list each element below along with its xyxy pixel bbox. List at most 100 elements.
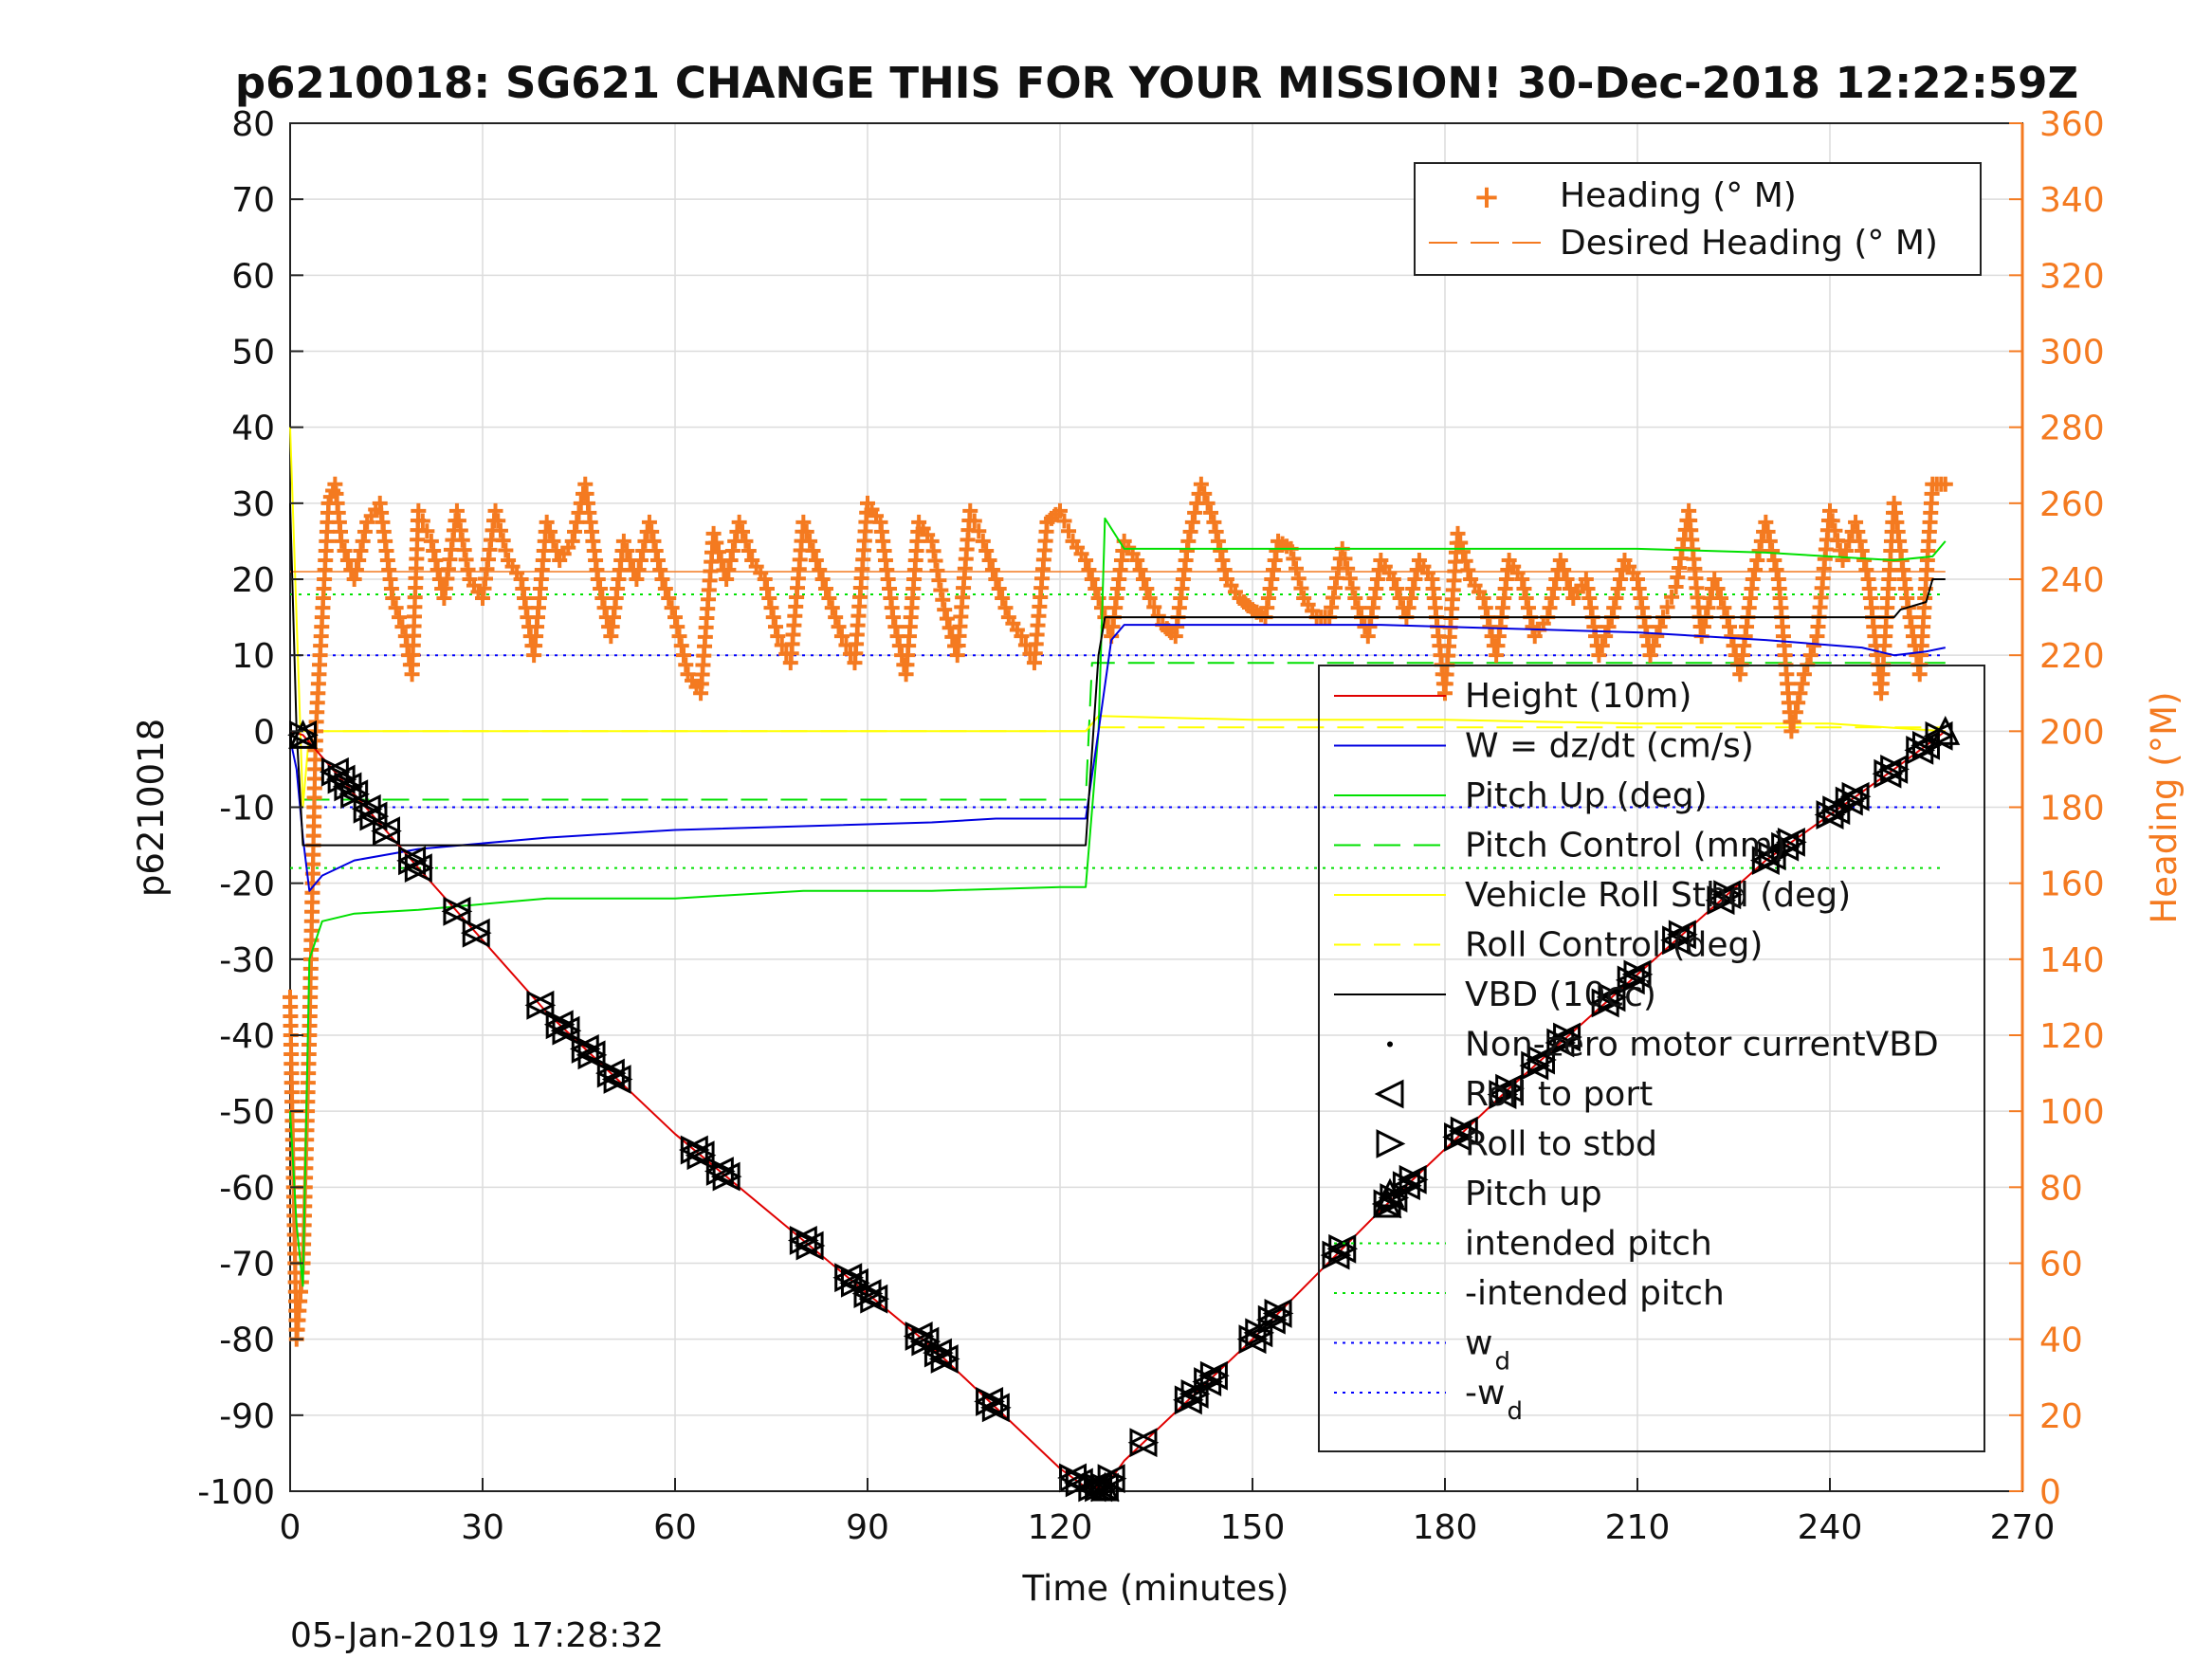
roll-to-stbd-marker — [1392, 1171, 1422, 1201]
heading-marker — [657, 581, 673, 597]
heading-marker — [831, 619, 847, 635]
heading-marker — [1610, 581, 1626, 597]
heading-marker — [1132, 561, 1148, 577]
heading-marker — [722, 552, 739, 568]
heading-marker — [1516, 581, 1532, 597]
heading-marker — [1460, 562, 1476, 578]
heading-marker — [545, 533, 561, 549]
roll-to-stbd-marker — [1097, 1464, 1127, 1494]
heading-marker — [644, 523, 660, 539]
heading-marker — [1150, 608, 1166, 624]
legend-label-1: W = dz/dt (cm/s) — [1465, 727, 1754, 766]
roll-to-stbd-marker — [603, 1065, 633, 1094]
heading-marker — [1664, 589, 1680, 605]
roll-to-stbd-marker — [398, 846, 428, 876]
heading-marker — [1081, 561, 1097, 577]
heading-marker — [1645, 638, 1661, 654]
y-tick-label-left: -100 — [197, 1473, 275, 1512]
heading-marker — [708, 535, 724, 551]
y-tick-label-right: 160 — [2039, 866, 2105, 904]
heading-marker — [337, 542, 353, 558]
legend-label-12: -intended pitch — [1465, 1274, 1725, 1313]
heading-marker — [711, 544, 727, 560]
heading-marker — [802, 533, 818, 549]
roll-to-stbd-marker — [1623, 959, 1654, 990]
y-tick-label-left: -30 — [219, 941, 275, 980]
heading-marker — [385, 591, 401, 607]
heading-marker — [1203, 504, 1219, 520]
legend-label-6: VBD (10cc) — [1465, 975, 1656, 1014]
heading-marker — [1745, 572, 1761, 587]
legend-label-13: w — [1465, 1324, 1492, 1363]
heading-marker — [1454, 544, 1471, 560]
heading-marker — [569, 514, 585, 530]
heading-marker — [1056, 513, 1072, 529]
heading-marker — [1475, 591, 1491, 607]
heading-marker — [738, 533, 754, 549]
heading-marker — [1562, 581, 1578, 597]
heading-marker — [542, 523, 558, 539]
y-tick-label-right: 260 — [2039, 485, 2105, 524]
heading-marker — [1347, 591, 1363, 607]
heading-marker — [1289, 560, 1305, 576]
heading-marker — [1794, 676, 1810, 692]
heading-marker — [414, 513, 430, 529]
roll-to-stbd-marker — [571, 1034, 601, 1064]
heading-marker — [833, 629, 850, 645]
roll-to-stbd-marker — [1373, 1189, 1403, 1219]
roll-to-stbd-marker — [712, 1161, 742, 1192]
heading-marker — [808, 552, 824, 568]
heading-marker — [1182, 523, 1198, 539]
heading-marker — [984, 561, 1000, 577]
heading-marker — [652, 561, 668, 577]
legend-label-3: Pitch Control (mm) — [1465, 827, 1786, 866]
y-tick-label-left: 30 — [231, 485, 275, 524]
heading-marker — [1787, 704, 1803, 720]
heading-marker — [539, 514, 555, 530]
heading-marker — [632, 552, 649, 568]
heading-marker — [671, 629, 687, 645]
series-line-roll-control-deg — [302, 726, 1946, 733]
heading-marker — [1139, 581, 1155, 597]
heading-marker — [678, 657, 694, 673]
heading-marker — [334, 533, 350, 549]
heading-marker — [426, 542, 442, 558]
y-tick-label-left: -50 — [219, 1093, 275, 1132]
y-tick-label-right: 340 — [2039, 181, 2105, 220]
heading-marker — [355, 533, 371, 549]
heading-marker — [646, 533, 662, 549]
heading-marker — [1290, 571, 1307, 587]
heading-marker — [490, 513, 506, 529]
heading-marker — [392, 610, 408, 626]
y-tick-label-right: 320 — [2039, 257, 2105, 296]
y-tick-label-left: -70 — [219, 1246, 275, 1285]
heading-marker — [594, 591, 611, 607]
heading-marker — [1199, 495, 1216, 511]
heading-marker — [1090, 591, 1106, 607]
roll-to-stbd-marker — [789, 1226, 819, 1255]
heading-marker — [1400, 600, 1417, 616]
heading-marker — [1612, 572, 1628, 587]
roll-to-stbd-marker — [1841, 781, 1872, 811]
heading-marker — [1642, 647, 1658, 664]
y-tick-label-right: 200 — [2039, 713, 2105, 752]
heading-marker — [1760, 523, 1776, 539]
heading-marker — [1542, 600, 1558, 616]
legend-label-10: Pitch up — [1465, 1175, 1602, 1213]
roll-to-stbd-marker — [860, 1284, 890, 1314]
heading-marker — [631, 561, 647, 577]
roll-to-stbd-marker — [686, 1140, 717, 1171]
heading-marker — [798, 523, 814, 539]
heading-marker — [1142, 591, 1158, 607]
roll-to-stbd-marker — [462, 918, 492, 948]
legend-label-4: Vehicle Roll Stbd (deg) — [1465, 876, 1851, 915]
heading-marker — [1556, 561, 1572, 577]
roll-to-stbd-marker — [1322, 1240, 1352, 1270]
heading-marker — [814, 572, 831, 587]
x-tick-label: 180 — [1413, 1508, 1478, 1547]
roll-to-stbd-marker — [1194, 1367, 1223, 1396]
y-tick-label-right: 0 — [2039, 1473, 2061, 1512]
y-tick-label-left: 80 — [231, 105, 275, 144]
heading-marker — [1796, 666, 1812, 683]
heading-marker — [664, 600, 680, 616]
